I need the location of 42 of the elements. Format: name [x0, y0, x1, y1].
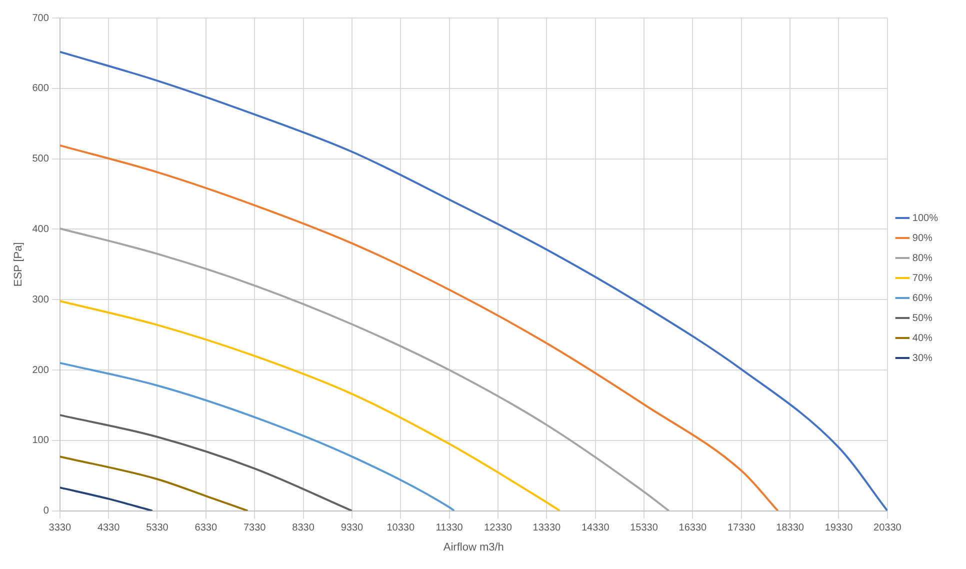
line-series	[60, 300, 561, 511]
x-tick-label: 18330	[776, 522, 804, 534]
legend-label: 60%	[912, 292, 933, 304]
line-series	[60, 456, 249, 511]
x-tick-label: 17330	[727, 522, 756, 534]
x-tick-label: 13330	[532, 522, 562, 534]
y-tick-label: 600	[32, 83, 50, 94]
x-tick-label: 12330	[484, 522, 512, 534]
y-tick-label: 0	[43, 506, 50, 517]
legend-label: 30%	[912, 352, 933, 364]
y-axis-title: ESP [Pa]	[12, 242, 25, 287]
line-series	[60, 144, 779, 511]
line-series	[60, 227, 670, 511]
x-axis-title: Airflow m3/h	[443, 541, 504, 554]
legend-label: 100%	[912, 212, 938, 224]
y-tick-label: 700	[32, 12, 50, 24]
line-series	[60, 414, 353, 511]
x-tick-label: 20330	[874, 522, 902, 534]
y-tick-label: 100	[32, 435, 50, 446]
legend-label: 50%	[912, 312, 933, 324]
legend-label: 90%	[912, 232, 933, 244]
x-tick-label: 5330	[146, 522, 169, 534]
x-tick-label: 4330	[97, 522, 120, 534]
legend-label: 40%	[912, 332, 933, 344]
x-tick-label: 16330	[678, 522, 708, 534]
legend-label: 70%	[912, 272, 933, 284]
x-tick-label: 7330	[243, 522, 266, 534]
x-tick-label: 15330	[630, 522, 658, 534]
x-tick-label: 11330	[436, 522, 464, 534]
y-tick-label: 400	[32, 224, 50, 235]
x-tick-label: 14330	[581, 522, 610, 534]
y-tick-label: 300	[32, 294, 50, 306]
x-tick-label: 9330	[340, 522, 364, 534]
x-tick-label: 6330	[194, 522, 218, 534]
x-tick-label: 3330	[48, 522, 72, 534]
x-tick-label: 8330	[292, 522, 315, 534]
y-tick-label: 200	[32, 364, 50, 376]
line-series	[60, 362, 456, 511]
y-tick-label: 500	[32, 154, 50, 165]
x-tick-label: 10330	[386, 522, 415, 534]
x-tick-label: 19330	[824, 522, 854, 534]
legend-label: 80%	[912, 252, 933, 264]
